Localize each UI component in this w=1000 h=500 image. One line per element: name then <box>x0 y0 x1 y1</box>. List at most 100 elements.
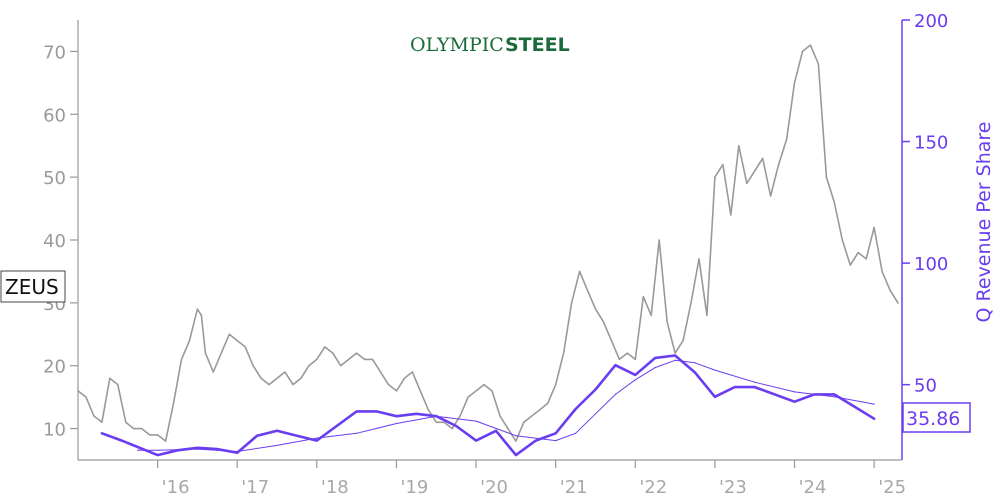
revenue-trend-line-point <box>654 367 656 369</box>
price-line-point <box>435 421 437 423</box>
revenue-trend-line <box>137 359 875 452</box>
revenue-per-share-line-point <box>734 386 736 388</box>
price-line-point <box>754 170 756 172</box>
revenue-per-share-line-point <box>356 410 358 412</box>
revenue-trend-line-point <box>833 396 835 398</box>
price-line-point <box>586 289 589 291</box>
revenue-trend-line-point <box>575 432 577 434</box>
price-line-point <box>865 258 867 260</box>
tick-labels: 1020304050607050100150200'16'17'18'19'20… <box>43 11 948 498</box>
revenue-per-share-line-point <box>754 386 756 388</box>
y-right-tick-label: 100 <box>914 254 948 275</box>
revenue-per-share-line-point <box>196 447 198 449</box>
y-left-tick-label: 50 <box>43 168 66 189</box>
y-axis-right-label: Q Revenue Per Share <box>973 122 995 323</box>
price-line-point <box>387 384 390 386</box>
logo-steel-text: STEEL <box>505 34 570 56</box>
price-line-point <box>897 302 899 304</box>
y-left-tick-label: 60 <box>43 105 66 126</box>
price-line-point <box>873 226 875 228</box>
price-line-point <box>738 145 740 147</box>
last-value-border <box>902 402 971 433</box>
price-line-point <box>634 358 636 360</box>
price-line-point <box>499 415 501 417</box>
revenue-per-share-line-point <box>415 413 417 415</box>
price-line-point <box>109 377 111 379</box>
price-line-point <box>642 296 644 298</box>
price-line-point <box>809 44 812 46</box>
price-line-point <box>817 63 820 65</box>
price-line-point <box>523 421 525 423</box>
price-line-point <box>101 421 103 423</box>
revenue-per-share-line-point <box>256 435 258 437</box>
price-line-point <box>459 415 461 417</box>
price-line-point <box>236 340 238 342</box>
revenue-trend-line-point <box>137 449 139 451</box>
x-tick-label: '22 <box>639 477 667 498</box>
price-line-point <box>172 402 175 404</box>
price-line-point <box>849 264 851 266</box>
price-line-point <box>786 138 788 140</box>
revenue-per-share-line-point <box>495 430 497 432</box>
price-line-point <box>746 182 748 184</box>
revenue-trend-line-point <box>873 403 875 405</box>
price-line-point <box>857 252 859 254</box>
revenue-per-share-line-point <box>853 405 855 408</box>
price-line-point <box>451 428 453 430</box>
price-line-point <box>762 157 764 159</box>
price-line-point <box>722 164 724 166</box>
revenue-trend-line-point <box>714 369 716 371</box>
revenue-trend-line-point <box>395 422 398 425</box>
x-tick-label: '23 <box>719 477 747 498</box>
ticker-box: ZEUS <box>0 270 66 303</box>
price-line-point <box>268 384 270 386</box>
y-right-tick-label: 150 <box>914 133 948 154</box>
revenue-trend-line-point <box>634 379 636 381</box>
revenue-trend-line-point <box>356 432 358 434</box>
revenue-trend-line-point <box>276 444 278 446</box>
price-line-point <box>348 358 350 360</box>
y-right-tick-label: 200 <box>914 11 948 32</box>
price-line-point <box>730 214 732 216</box>
price-line-point <box>610 340 613 342</box>
price-line-point <box>149 434 151 436</box>
price-line-point <box>881 270 883 272</box>
revenue-per-share-line-point <box>236 452 238 454</box>
price-line-point <box>427 409 429 411</box>
revenue-trend-line-point <box>157 449 159 451</box>
revenue-per-share-line-point <box>634 374 636 376</box>
price-line-point <box>483 384 485 386</box>
x-tick-label: '20 <box>480 477 508 498</box>
price-line-point <box>292 384 294 386</box>
revenue-trend-line-point <box>614 393 617 395</box>
price-line-point <box>579 270 581 272</box>
revenue-per-share-line-point <box>774 393 776 395</box>
price-line-point <box>340 365 342 367</box>
revenue-per-share-line-point <box>535 440 537 442</box>
price-line-point <box>212 371 214 373</box>
x-tick-label: '25 <box>878 477 906 498</box>
price-line-point <box>666 321 668 323</box>
price-line-point <box>411 371 413 373</box>
last-value-box: 35.86 <box>902 402 971 433</box>
revenue-per-share-line-point <box>555 432 557 434</box>
revenue-per-share-line-point <box>594 388 597 391</box>
price-line-point <box>77 390 79 392</box>
revenue-per-share-line-point <box>575 408 577 410</box>
price-line-point <box>658 239 660 241</box>
price-line-point <box>85 396 87 398</box>
revenue-per-share-line-point <box>316 440 318 442</box>
revenue-trend-line-point <box>674 359 676 361</box>
revenue-per-share-line-point <box>176 449 179 451</box>
axes <box>77 20 903 461</box>
price-line-point <box>93 415 95 417</box>
price-line-point <box>316 358 318 360</box>
price-line-point <box>324 346 326 348</box>
price-line-point <box>594 308 597 310</box>
price-line-point <box>690 302 692 304</box>
price-line-point <box>841 239 843 241</box>
price-line-point <box>475 390 477 392</box>
revenue-per-share-line-point <box>614 364 617 366</box>
price-line-point <box>539 409 541 411</box>
